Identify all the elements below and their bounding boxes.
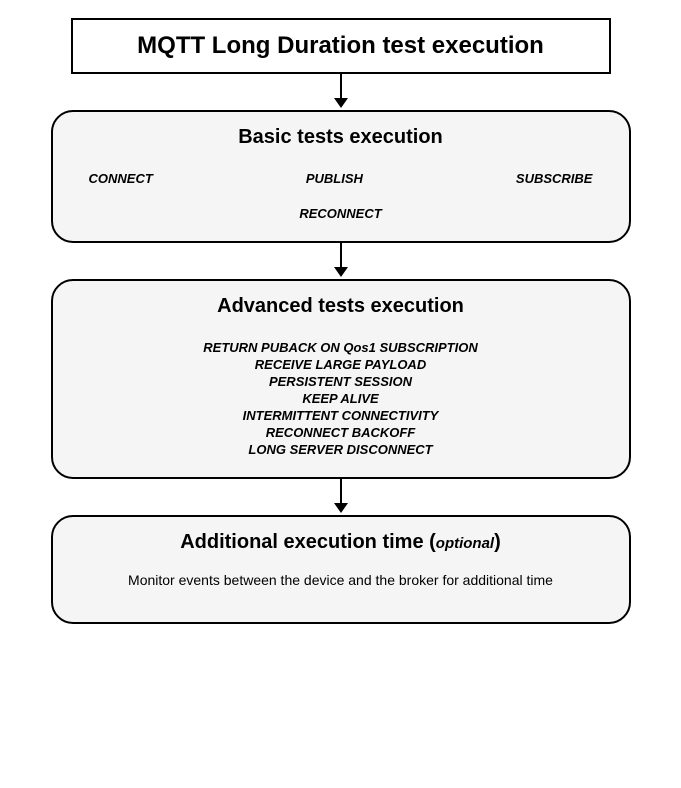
- basic-item-subscribe: SUBSCRIBE: [516, 171, 593, 186]
- diagram-title: MQTT Long Duration test execution: [91, 32, 591, 60]
- advanced-title: Advanced tests execution: [83, 295, 599, 318]
- arrow-advanced-to-additional: [334, 479, 348, 515]
- basic-title: Basic tests execution: [83, 126, 599, 149]
- arrow-head: [334, 503, 348, 513]
- advanced-item: LONG SERVER DISCONNECT: [83, 442, 599, 457]
- basic-item-publish: PUBLISH: [306, 171, 363, 186]
- node-advanced-tests: Advanced tests execution RETURN PUBACK O…: [51, 279, 631, 479]
- advanced-item: PERSISTENT SESSION: [83, 374, 599, 389]
- arrow-basic-to-advanced: [334, 243, 348, 279]
- advanced-item: RECONNECT BACKOFF: [83, 425, 599, 440]
- advanced-item: RETURN PUBACK ON Qos1 SUBSCRIPTION: [83, 340, 599, 355]
- basic-item-reconnect: RECONNECT: [83, 206, 599, 221]
- arrow-shaft: [340, 243, 342, 267]
- advanced-items: RETURN PUBACK ON Qos1 SUBSCRIPTION RECEI…: [83, 340, 599, 457]
- arrow-shaft: [340, 479, 342, 503]
- additional-desc: Monitor events between the device and th…: [83, 572, 599, 588]
- advanced-item: RECEIVE LARGE PAYLOAD: [83, 357, 599, 372]
- basic-items-row1: CONNECT PUBLISH SUBSCRIBE: [83, 171, 599, 186]
- additional-title: Additional execution time (optional): [83, 531, 599, 554]
- additional-title-suffix: ): [494, 531, 501, 553]
- basic-item-connect: CONNECT: [89, 171, 153, 186]
- arrow-head: [334, 98, 348, 108]
- arrow-head: [334, 267, 348, 277]
- arrow-shaft: [340, 74, 342, 98]
- additional-title-optional: optional: [436, 535, 494, 552]
- additional-title-prefix: Additional execution time (: [180, 531, 436, 553]
- advanced-item: KEEP ALIVE: [83, 391, 599, 406]
- node-basic-tests: Basic tests execution CONNECT PUBLISH SU…: [51, 110, 631, 243]
- diagram-title-box: MQTT Long Duration test execution: [71, 18, 611, 74]
- node-additional: Additional execution time (optional) Mon…: [51, 515, 631, 624]
- advanced-item: INTERMITTENT CONNECTIVITY: [83, 408, 599, 423]
- arrow-title-to-basic: [334, 74, 348, 110]
